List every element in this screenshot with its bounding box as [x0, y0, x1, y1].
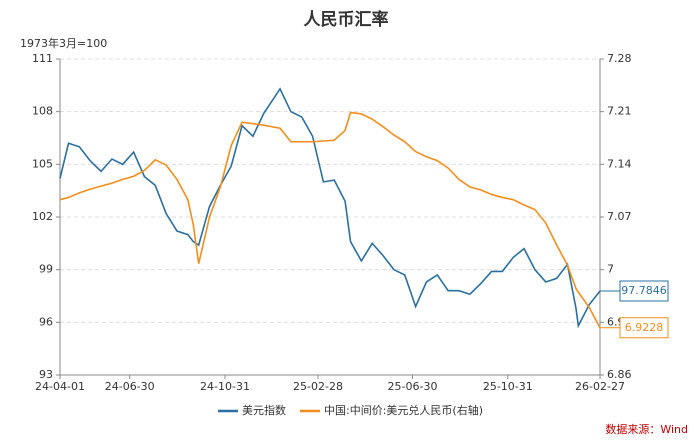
legend-label: 中国:中间价:美元兑人民币(右轴) — [324, 403, 483, 417]
y-tick-label: 96 — [39, 315, 53, 328]
y2-tick-label: 6.86 — [607, 368, 632, 381]
legend-label: 美元指数 — [242, 403, 286, 417]
x-tick-label: 25-06-30 — [388, 380, 438, 393]
x-tick-label: 24-04-01 — [35, 380, 85, 393]
y-tick-label: 108 — [32, 105, 53, 118]
end-label-box — [619, 317, 669, 339]
x-tick-label: 26-02-27 — [575, 380, 625, 393]
chart-title: 人民币汇率 — [304, 9, 389, 30]
y2-tick-label: 7.14 — [607, 157, 632, 170]
x-tick-label: 25-02-28 — [293, 380, 343, 393]
y2-tick-label: 7.07 — [607, 210, 632, 223]
series-line — [59, 111, 601, 329]
end-label: 97.7846 — [621, 284, 667, 297]
y-axis-label: 1973年3月=100 — [20, 36, 107, 50]
y-tick-label: 99 — [39, 263, 53, 276]
y2-tick-label: 7.21 — [607, 105, 632, 118]
y-tick-label: 105 — [32, 157, 53, 170]
source-note: 数据来源：Wind — [605, 422, 688, 436]
x-tick-label: 24-10-31 — [200, 380, 250, 393]
y2-tick-label: 7 — [607, 263, 614, 276]
y-tick-label: 102 — [32, 210, 53, 223]
series-line — [59, 87, 601, 329]
x-tick-label: 24-06-30 — [105, 380, 155, 393]
y-tick-label: 93 — [39, 368, 53, 381]
x-tick-label: 25-10-31 — [483, 380, 533, 393]
y2-tick-label: 7.28 — [607, 52, 632, 65]
end-label: 6.9228 — [625, 321, 664, 334]
end-label-box — [619, 280, 669, 302]
y-tick-label: 111 — [32, 52, 53, 65]
